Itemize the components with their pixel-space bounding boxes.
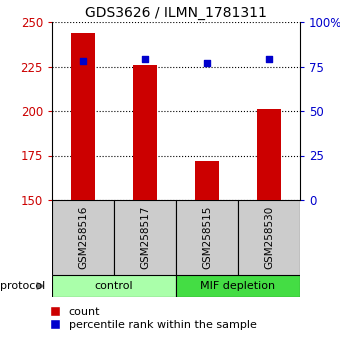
Point <box>266 57 272 62</box>
Text: GSM258515: GSM258515 <box>202 206 212 269</box>
Bar <box>176 275 300 297</box>
Text: control: control <box>95 281 133 291</box>
Text: GSM258516: GSM258516 <box>78 206 88 269</box>
Legend: count, percentile rank within the sample: count, percentile rank within the sample <box>51 307 256 330</box>
Bar <box>257 109 282 200</box>
Point <box>142 57 148 62</box>
Bar <box>52 200 114 275</box>
Text: MIF depletion: MIF depletion <box>201 281 275 291</box>
Text: GSM258530: GSM258530 <box>264 206 274 269</box>
Title: GDS3626 / ILMN_1781311: GDS3626 / ILMN_1781311 <box>85 6 267 19</box>
Bar <box>52 275 176 297</box>
Text: GSM258517: GSM258517 <box>140 206 150 269</box>
Bar <box>176 200 238 275</box>
Bar <box>133 65 157 200</box>
Point <box>80 58 86 64</box>
Text: protocol: protocol <box>0 281 45 291</box>
Bar <box>194 161 219 200</box>
Bar <box>114 200 176 275</box>
Point <box>204 60 210 66</box>
Bar <box>238 200 300 275</box>
Bar <box>71 33 96 200</box>
